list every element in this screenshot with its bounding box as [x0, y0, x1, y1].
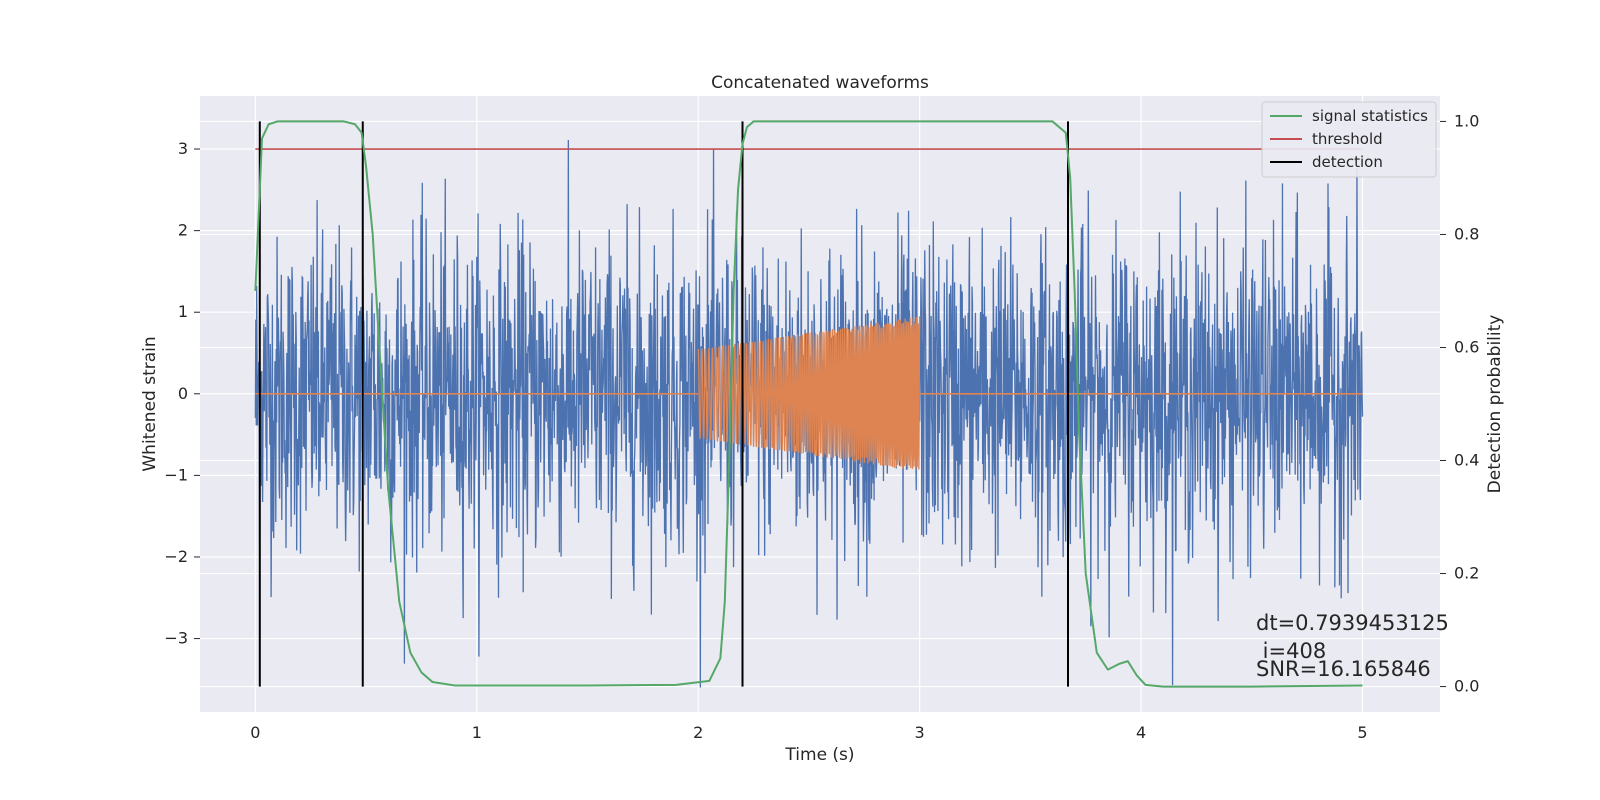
y2-axis-label: Detection probability: [1485, 315, 1505, 494]
legend: signal statistics threshold detection: [1261, 101, 1437, 178]
y2-tick-label: 0.8: [1454, 224, 1479, 243]
y-tick-label: 3: [178, 139, 188, 158]
y-tick-label: 0: [178, 384, 188, 403]
y2-tick-label: 0.2: [1454, 564, 1479, 583]
annotation-index: i=408: [1256, 639, 1326, 663]
legend-label-threshold: threshold: [1312, 130, 1383, 148]
y2-tick-label: 0.6: [1454, 337, 1479, 356]
y2-tick-label: 0.0: [1454, 677, 1479, 696]
y-tick-label: 2: [178, 221, 188, 240]
signal-statistics-series: [254, 120, 1363, 688]
legend-label-signal-statistics: signal statistics: [1312, 107, 1428, 125]
y2-tick-label: 1.0: [1454, 111, 1479, 130]
x-tick-label: 3: [915, 723, 925, 742]
tick-labels: 0 1 2 3 4 5 −3 −2 −1 0 1 2 3 0.0 0.2 0.4 0.6 0.8 1.0: [164, 111, 1479, 742]
template-chirp: [697, 316, 921, 470]
y-axis-label: Whitened strain: [140, 336, 160, 471]
legend-box: [1261, 101, 1437, 178]
annotation-dt: dt=0.7939453125: [1256, 611, 1449, 635]
template-series: [255, 316, 1363, 470]
x-axis-label: Time (s): [784, 745, 854, 765]
x-tick-label: 5: [1357, 723, 1367, 742]
x-tick-label: 0: [250, 723, 260, 742]
detection-series: [258, 121, 1069, 687]
y-tick-label: −3: [164, 629, 188, 648]
x-tick-label: 4: [1136, 723, 1146, 742]
x-tick-label: 2: [693, 723, 703, 742]
annotation-snr: SNR=16.165846: [1256, 657, 1431, 681]
y-tick-label: 1: [178, 302, 188, 321]
y-tick-label: −1: [164, 465, 188, 484]
x-tick-label: 1: [472, 723, 482, 742]
y-tick-label: −2: [164, 547, 188, 566]
chart-title: Concatenated waveforms: [711, 73, 929, 93]
legend-label-detection: detection: [1312, 153, 1383, 171]
signal-statistics-line: [254, 120, 1363, 688]
y2-tick-label: 0.4: [1454, 451, 1479, 470]
